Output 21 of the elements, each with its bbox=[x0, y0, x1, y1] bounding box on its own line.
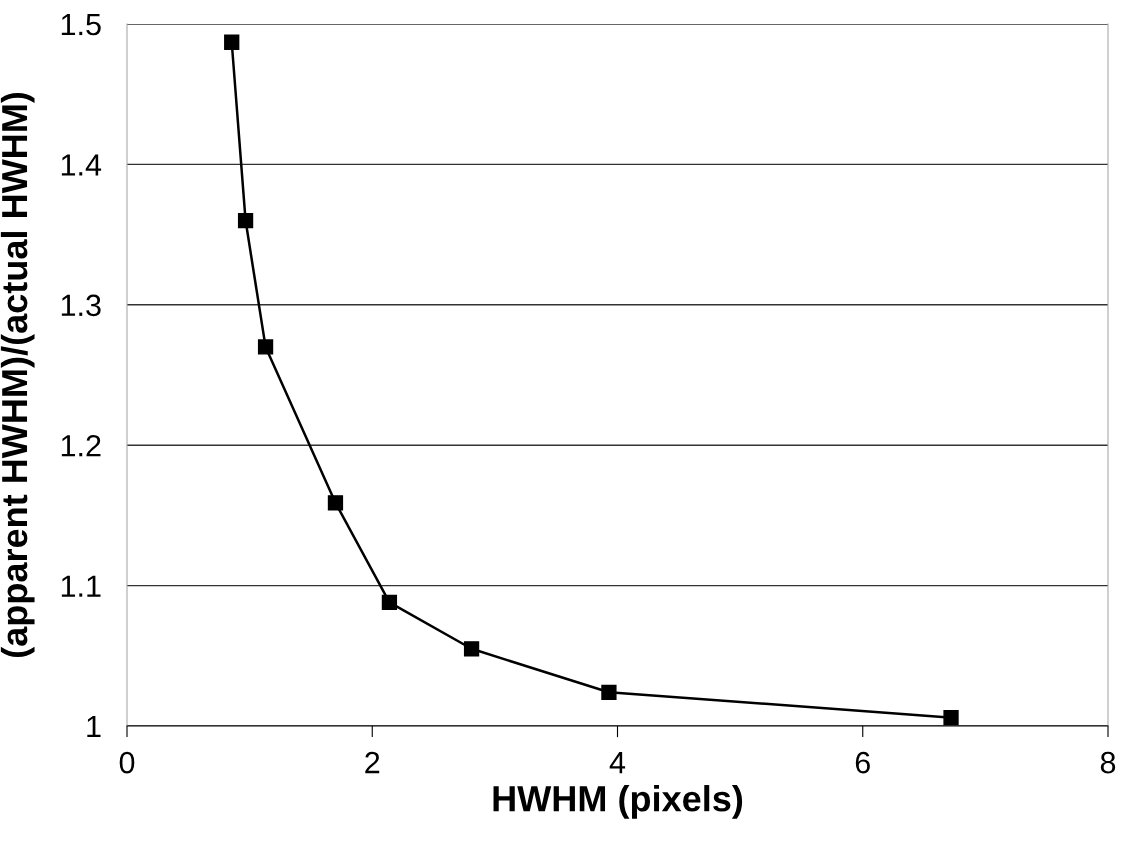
x-tick-label: 8 bbox=[1100, 751, 1116, 774]
point bbox=[257, 339, 274, 355]
y-tick-label: 1.2 bbox=[61, 434, 101, 457]
x-tick-label: 2 bbox=[365, 751, 380, 774]
y-tick-label: 1.5 bbox=[61, 14, 101, 36]
point bbox=[601, 684, 617, 700]
y-tick-label: 1.3 bbox=[61, 294, 101, 317]
point bbox=[381, 594, 398, 611]
point bbox=[237, 212, 254, 229]
x-tick-label: 0 bbox=[119, 751, 135, 774]
point bbox=[327, 495, 344, 511]
point bbox=[943, 709, 959, 726]
y-tick-label: 1 bbox=[87, 716, 101, 738]
x-axis-title: HWHM (pixels) bbox=[493, 785, 743, 819]
x-tick-label: 4 bbox=[609, 752, 626, 774]
point bbox=[463, 641, 480, 657]
x-tick-label: 6 bbox=[855, 751, 870, 774]
point bbox=[224, 34, 240, 50]
y-axis-title: (apparent HWHM)/(actual HWHM) bbox=[0, 92, 35, 658]
y-tick-label: 1.4 bbox=[61, 154, 102, 176]
y-tick-label: 1.1 bbox=[61, 575, 101, 597]
